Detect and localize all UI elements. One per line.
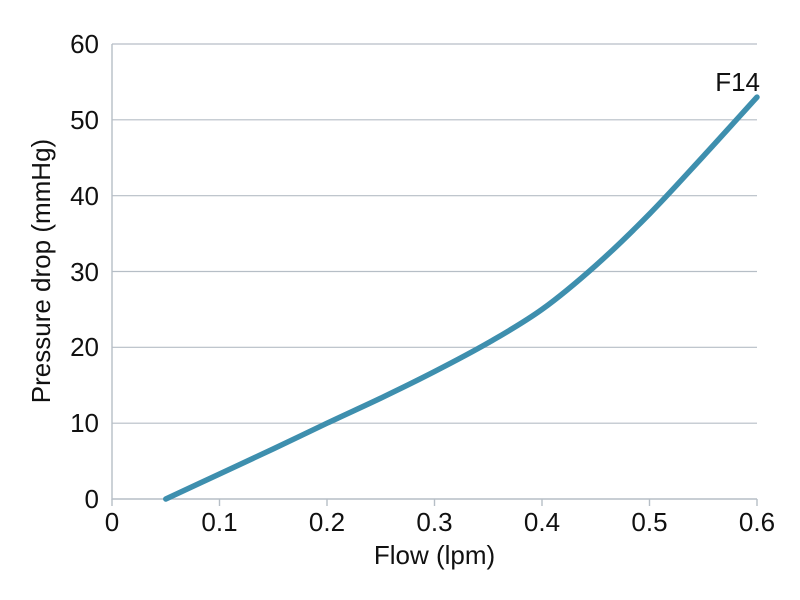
y-tick-label: 40 (70, 180, 99, 211)
x-tick-label: 0.3 (416, 507, 453, 537)
x-tick-label: 0.2 (308, 507, 346, 537)
x-axis-title: Flow (lpm) (373, 540, 496, 570)
y-tick-label: 10 (70, 408, 99, 439)
x-tick-label: 0.4 (523, 507, 561, 537)
x-tick-label: 0 (104, 507, 120, 537)
y-tick-label: 20 (70, 332, 99, 363)
series-curve-f14 (163, 94, 760, 502)
x-tick-label: 0.5 (631, 507, 668, 537)
y-tick-label: 60 (70, 29, 99, 59)
y-tick-label: 0 (84, 484, 99, 514)
y-tick-label: 50 (70, 104, 99, 135)
x-tick-label: 0.6 (738, 507, 776, 537)
x-tick-label: 0.1 (201, 507, 238, 537)
series-label-f14: F14 (715, 67, 760, 97)
y-tick-label: 30 (70, 256, 99, 287)
